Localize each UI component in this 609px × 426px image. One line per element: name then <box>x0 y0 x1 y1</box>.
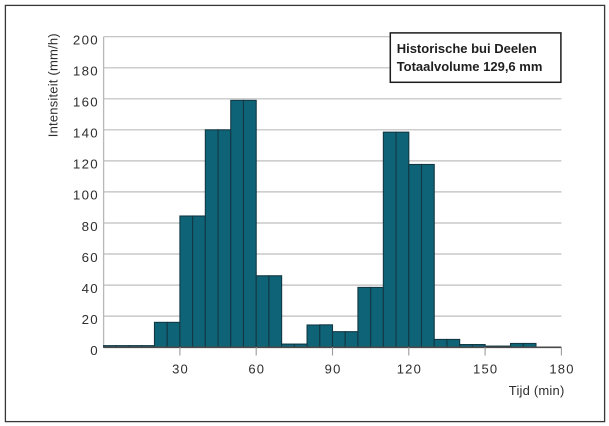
svg-text:120: 120 <box>397 362 422 377</box>
svg-text:Totaalvolume 129,6 mm: Totaalvolume 129,6 mm <box>397 59 543 74</box>
svg-text:20: 20 <box>82 312 99 327</box>
svg-text:200: 200 <box>73 32 99 47</box>
svg-text:Intensiteit (mm/h): Intensiteit (mm/h) <box>46 33 61 137</box>
svg-text:80: 80 <box>82 219 99 234</box>
svg-text:120: 120 <box>73 157 99 172</box>
svg-text:160: 160 <box>73 95 99 110</box>
svg-text:180: 180 <box>549 362 574 377</box>
svg-text:Tijd (min): Tijd (min) <box>509 383 565 398</box>
svg-text:40: 40 <box>82 281 99 296</box>
svg-text:140: 140 <box>73 126 99 141</box>
svg-text:0: 0 <box>90 343 99 358</box>
svg-text:90: 90 <box>325 362 342 377</box>
svg-text:180: 180 <box>73 64 99 79</box>
svg-text:Historische bui Deelen: Historische bui Deelen <box>397 41 537 56</box>
svg-text:150: 150 <box>473 362 498 377</box>
svg-text:60: 60 <box>248 362 265 377</box>
svg-text:60: 60 <box>82 250 99 265</box>
svg-text:100: 100 <box>73 188 99 203</box>
svg-text:30: 30 <box>172 362 189 377</box>
